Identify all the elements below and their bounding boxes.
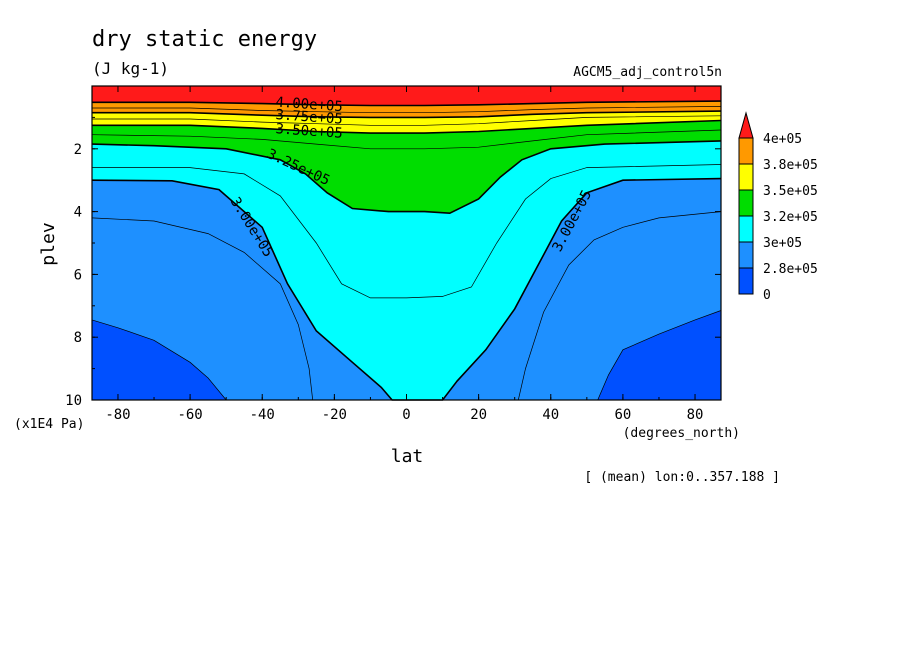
contour-line-9 xyxy=(92,106,722,114)
contour-line-6 xyxy=(92,119,722,134)
y-tick-label: 8 xyxy=(74,330,82,346)
x-axis-units: (degrees_north) xyxy=(623,426,740,441)
x-tick-label: 0 xyxy=(402,407,410,423)
colorbar-label: 2.8e+05 xyxy=(763,262,818,277)
x-tick-label: -80 xyxy=(105,407,130,423)
colorbar-label: 3.8e+05 xyxy=(763,158,818,173)
colorbar-label: 4e+05 xyxy=(763,132,802,147)
colorbar-label: 0 xyxy=(763,288,771,303)
band-fill-11 xyxy=(92,86,721,106)
y-tick-label: 10 xyxy=(65,393,82,409)
axis-ticks: -80 -60 -40 -20 0 20 40 60 80 2 4 6 8 10 xyxy=(65,86,721,423)
contour-line-4 xyxy=(91,140,722,215)
contour-line-10 xyxy=(92,100,722,107)
x-tick-label: -20 xyxy=(322,407,347,423)
x-tick-label: 80 xyxy=(687,407,704,423)
y-tick-label: 2 xyxy=(74,142,82,158)
x-tick-label: -60 xyxy=(177,407,202,423)
colorbar-swatch xyxy=(738,189,754,217)
experiment-name: AGCM5_adj_control5n xyxy=(573,65,722,80)
footnote: [ (mean) lon:0..357.188 ] xyxy=(584,470,780,485)
contour-line-7 xyxy=(92,115,722,126)
contour-line-8 xyxy=(92,110,722,119)
chart-units: (J kg-1) xyxy=(92,59,169,78)
contour-line-5 xyxy=(91,129,722,150)
plot-fills xyxy=(92,86,721,400)
colorbar-arrow xyxy=(738,111,754,139)
colorbar-label: 3e+05 xyxy=(763,236,802,251)
colorbar-swatch xyxy=(738,267,754,295)
y-tick-label: 4 xyxy=(74,205,82,221)
y-axis-units: (x1E4 Pa) xyxy=(14,417,84,432)
x-axis-label: lat xyxy=(391,446,424,467)
colorbar-swatch xyxy=(738,163,754,191)
contour-label-3: 3.50e+05 xyxy=(275,121,343,142)
x-tick-label: -40 xyxy=(250,407,275,423)
contour-line-3 xyxy=(92,164,722,299)
colorbar-swatch xyxy=(738,137,754,165)
colorbar-swatch xyxy=(738,215,754,243)
colorbar-label: 3.5e+05 xyxy=(763,184,818,199)
colorbar-swatch xyxy=(738,241,754,269)
x-tick-label: 40 xyxy=(542,407,559,423)
y-tick-label: 6 xyxy=(74,267,82,283)
colorbar: 4e+05 3.8e+05 3.5e+05 3.2e+05 3e+05 2.8e+05 0 xyxy=(738,111,818,303)
contour-label-4: 3.75e+05 xyxy=(275,107,343,128)
y-axis-label: plev xyxy=(38,222,59,265)
chart-title: dry static energy xyxy=(92,27,317,52)
contour-label-5: 4.00e+05 xyxy=(275,95,343,116)
contour-lines xyxy=(91,100,722,401)
colorbar-label: 3.2e+05 xyxy=(763,210,818,225)
x-tick-label: 60 xyxy=(614,407,631,423)
x-tick-label: 20 xyxy=(470,407,487,423)
